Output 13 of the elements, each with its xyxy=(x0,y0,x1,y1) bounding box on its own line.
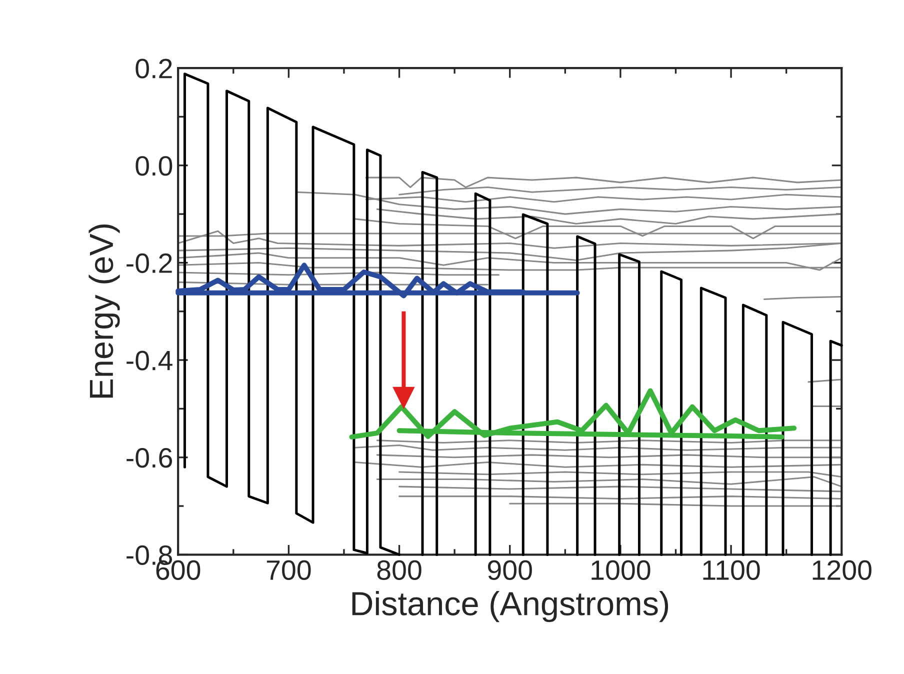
y-tick-label: 0.2 xyxy=(136,58,172,78)
x-tick-label: 1200 xyxy=(812,560,872,580)
x-axis-title: Distance (Angstroms) xyxy=(352,591,668,622)
y-tick-label: -0.6 xyxy=(126,448,172,468)
x-tick-label: 800 xyxy=(377,560,422,580)
y-tick-label: 0.0 xyxy=(136,156,172,176)
y-tick-label: -0.2 xyxy=(126,253,172,274)
x-tick-label: 700 xyxy=(266,560,311,580)
y-axis-title: Energy (eV) xyxy=(88,224,120,398)
x-tick-label: 1000 xyxy=(592,560,650,580)
y-tick-label: -0.4 xyxy=(126,350,172,370)
x-tick-label: 900 xyxy=(488,560,532,580)
x-tick-label: 1100 xyxy=(703,560,760,580)
